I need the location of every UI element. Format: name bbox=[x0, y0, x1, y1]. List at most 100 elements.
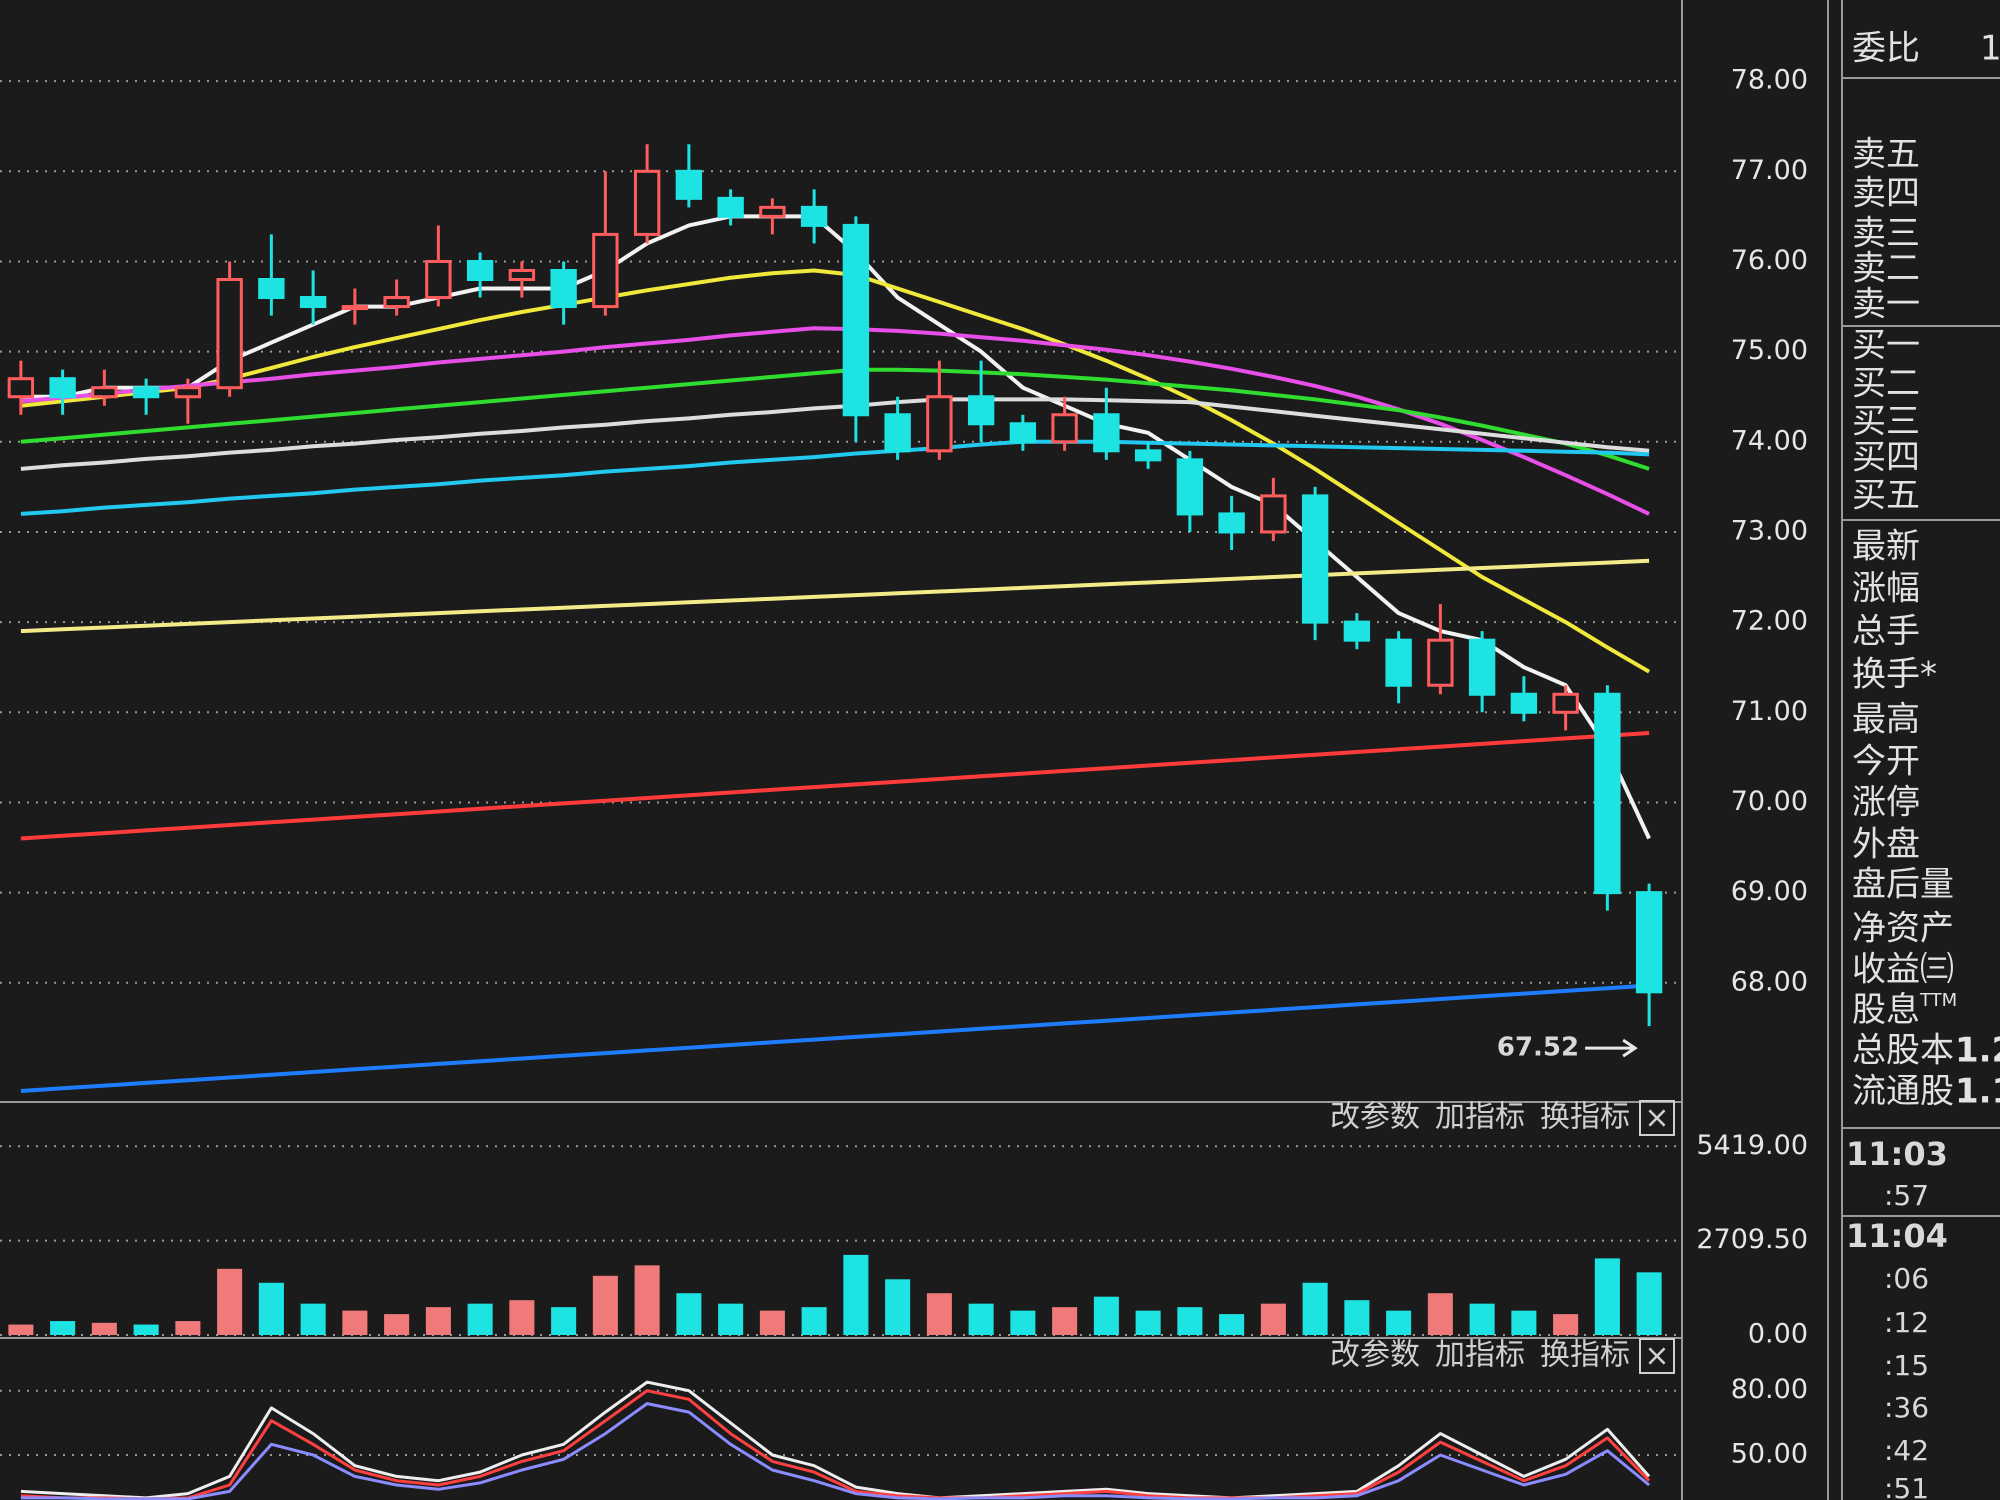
low-annotation: 67.52 bbox=[1497, 1033, 1579, 1063]
indicator-line bbox=[20, 1402, 1651, 1500]
candle-body bbox=[258, 278, 285, 300]
order-book-label: 买二 bbox=[1852, 364, 1920, 404]
indicator-line bbox=[20, 214, 1651, 840]
y-tick-label: 74.00 bbox=[1731, 425, 1808, 456]
candle-body bbox=[1093, 413, 1120, 453]
toolbar-button[interactable]: 改参数 bbox=[1330, 1100, 1420, 1135]
candle-body bbox=[633, 169, 661, 236]
indicator-line bbox=[20, 326, 1650, 516]
toolbar-button[interactable]: 换指标 bbox=[1540, 1338, 1630, 1373]
quote-label: 收益㈢ bbox=[1852, 950, 1954, 990]
y-tick-label: 77.00 bbox=[1731, 155, 1808, 186]
share-label: 流通股 bbox=[1852, 1072, 1954, 1112]
candle-body bbox=[216, 278, 243, 390]
tick-time: 11:03 bbox=[1846, 1135, 1948, 1173]
quote-label: 总手 bbox=[1852, 612, 1920, 652]
indicator-line bbox=[20, 983, 1650, 1093]
tick-time: :36 bbox=[1884, 1391, 1929, 1424]
candle-body bbox=[550, 268, 577, 309]
toolbar-button[interactable]: 加指标 bbox=[1435, 1100, 1525, 1135]
candle-body bbox=[1218, 512, 1245, 534]
volume-bar bbox=[1636, 1272, 1662, 1335]
order-book-label: 卖四 bbox=[1852, 174, 1920, 214]
y-tick-label: 78.00 bbox=[1731, 65, 1808, 96]
y-tick-label: 73.00 bbox=[1731, 515, 1808, 546]
order-book-label: 卖二 bbox=[1852, 249, 1920, 289]
close-button[interactable]: × bbox=[1644, 1339, 1669, 1374]
candle-body bbox=[675, 169, 703, 200]
candle-body bbox=[967, 395, 995, 426]
close-button[interactable]: × bbox=[1644, 1101, 1669, 1136]
dividend-label: 股息TTM bbox=[1852, 990, 1957, 1030]
close-box bbox=[1639, 1338, 1675, 1374]
volume-bar bbox=[133, 1324, 159, 1335]
volume-bar bbox=[1553, 1314, 1579, 1335]
y-tick-label: 80.00 bbox=[1731, 1374, 1808, 1405]
candle-body bbox=[91, 386, 118, 399]
quote-label: 涨停 bbox=[1852, 783, 1920, 823]
candle-body bbox=[1343, 620, 1371, 642]
volume-bar bbox=[592, 1275, 618, 1335]
volume-bar bbox=[926, 1293, 952, 1335]
quote-label: 涨幅 bbox=[1852, 569, 1920, 609]
volume-bar bbox=[1386, 1310, 1412, 1335]
y-tick-label: 70.00 bbox=[1731, 786, 1808, 817]
y-tick-label: 72.00 bbox=[1731, 606, 1808, 637]
volume-bar bbox=[217, 1268, 243, 1335]
indicator-line bbox=[20, 397, 1650, 471]
indicator-line bbox=[20, 367, 1650, 471]
volume-bar bbox=[1219, 1314, 1245, 1335]
candle-body bbox=[174, 386, 202, 399]
order-book-label: 买五 bbox=[1852, 476, 1920, 516]
ratio-label: 委比 bbox=[1852, 29, 1920, 69]
toolbar-button[interactable]: 加指标 bbox=[1435, 1338, 1525, 1373]
ratio-value: 1 bbox=[1980, 29, 2000, 69]
tick-time: :51 bbox=[1884, 1472, 1929, 1500]
quote-label: 净资产 bbox=[1852, 909, 1954, 949]
candle-body bbox=[1134, 449, 1162, 462]
volume-bar bbox=[467, 1303, 493, 1335]
indicator-line bbox=[20, 1380, 1651, 1500]
volume-bar bbox=[676, 1293, 702, 1335]
volume-bar bbox=[1260, 1303, 1286, 1335]
tick-time: :15 bbox=[1884, 1349, 1929, 1382]
volume-bar bbox=[8, 1324, 34, 1335]
volume-bar bbox=[1135, 1310, 1161, 1335]
candle-body bbox=[592, 232, 619, 309]
candle-body bbox=[717, 196, 744, 218]
volume-bar bbox=[50, 1321, 76, 1335]
candle-body bbox=[49, 377, 76, 399]
candle-body bbox=[842, 223, 870, 417]
quote-label: 最新 bbox=[1852, 527, 1920, 567]
candle-body bbox=[7, 377, 35, 399]
candle-body bbox=[800, 205, 828, 227]
candle-body bbox=[425, 259, 452, 300]
y-tick-label: 69.00 bbox=[1731, 876, 1808, 907]
dividend-sup: TTM bbox=[1919, 990, 1957, 1011]
candle-body bbox=[1301, 494, 1329, 624]
volume-bar bbox=[885, 1279, 911, 1335]
indicator-line bbox=[20, 268, 1651, 674]
volume-bar bbox=[718, 1303, 744, 1335]
candle-body bbox=[1427, 638, 1454, 687]
volume-bar bbox=[801, 1307, 827, 1335]
order-book-label: 卖一 bbox=[1852, 285, 1920, 325]
toolbar-button[interactable]: 改参数 bbox=[1330, 1338, 1420, 1373]
volume-bar bbox=[1177, 1307, 1203, 1335]
y-tick-label: 75.00 bbox=[1731, 335, 1808, 366]
volume-bar bbox=[551, 1307, 577, 1335]
candle-body bbox=[1260, 494, 1287, 534]
order-book-label: 卖三 bbox=[1852, 214, 1920, 254]
tick-time: :42 bbox=[1884, 1434, 1929, 1467]
volume-bar bbox=[300, 1303, 326, 1335]
tick-time: :12 bbox=[1884, 1306, 1929, 1339]
volume-bar bbox=[425, 1307, 451, 1335]
close-box bbox=[1639, 1100, 1675, 1136]
indicator-line bbox=[20, 1389, 1651, 1500]
volume-bar bbox=[342, 1310, 368, 1335]
candle-body bbox=[1635, 891, 1663, 994]
toolbar-button[interactable]: 换指标 bbox=[1540, 1100, 1630, 1135]
y-tick-label: 50.00 bbox=[1731, 1439, 1808, 1470]
tick-time: :06 bbox=[1884, 1262, 1929, 1295]
